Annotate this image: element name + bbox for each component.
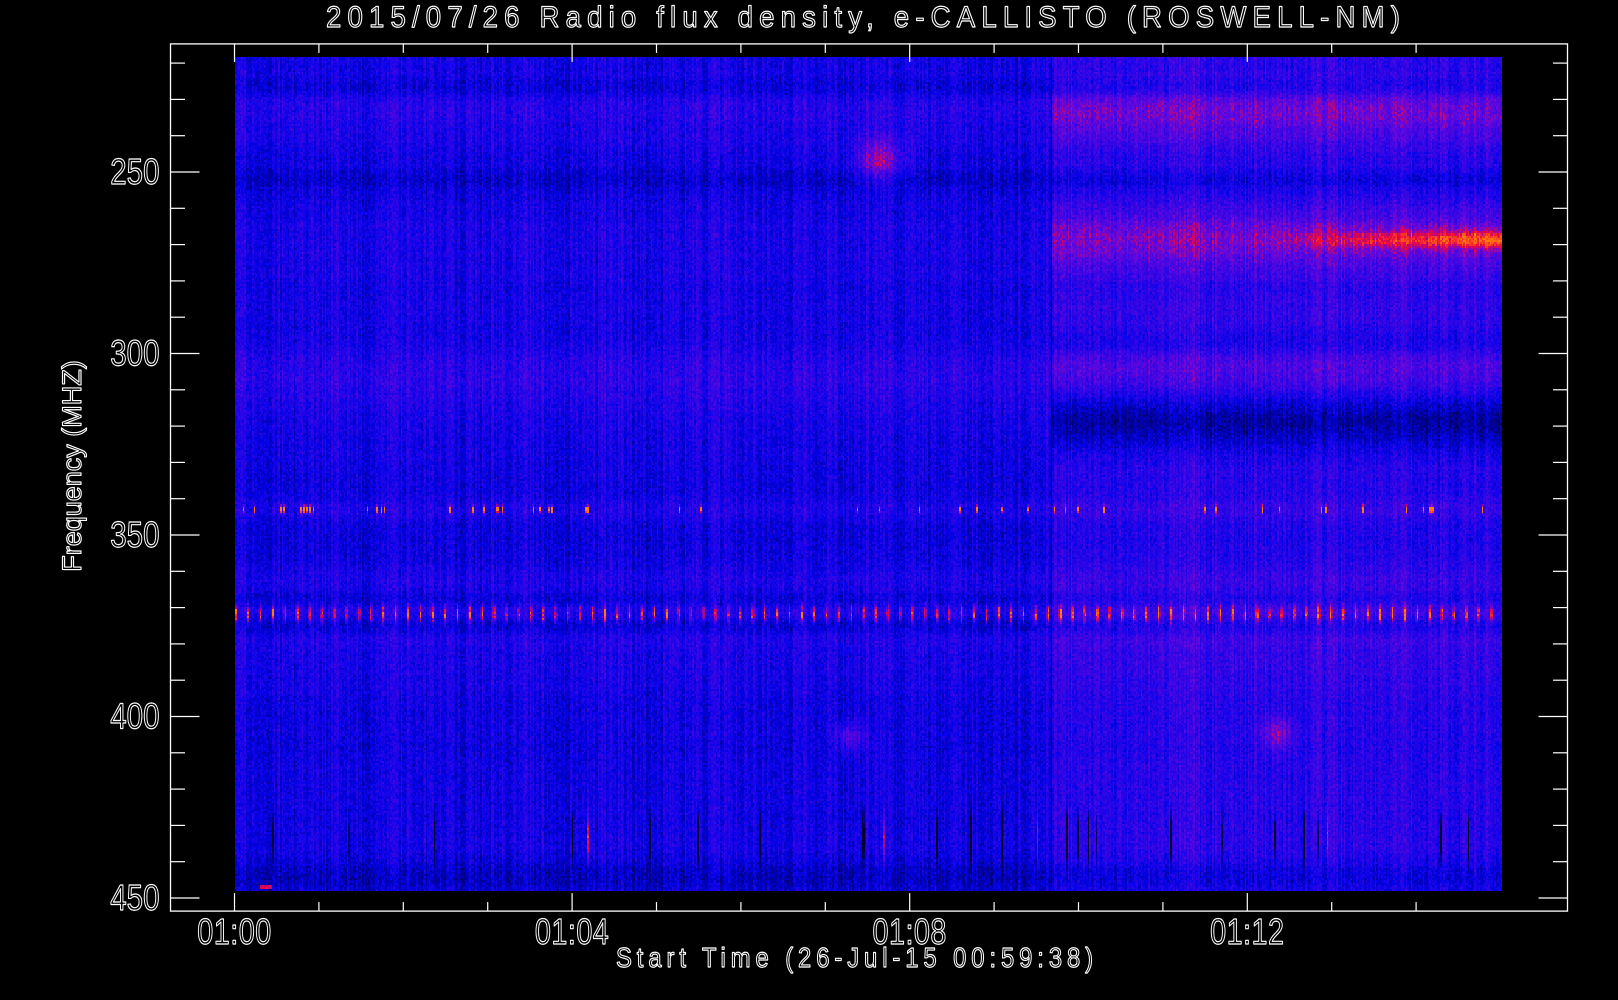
svg-text:01:00: 01:00 xyxy=(197,911,271,952)
svg-text:Start Time (26-Jul-15 00:59:38: Start Time (26-Jul-15 00:59:38) xyxy=(616,941,1098,973)
svg-text:Frequency (MHZ): Frequency (MHZ) xyxy=(57,360,87,572)
svg-text:250: 250 xyxy=(110,151,159,191)
svg-text:300: 300 xyxy=(110,333,159,373)
svg-text:2015/07/26 Radio flux densit: 2015/07/26 Radio flux density, e-CALLIST… xyxy=(326,1,1406,34)
svg-text:01:12: 01:12 xyxy=(1210,911,1284,952)
svg-text:450: 450 xyxy=(110,877,159,917)
svg-text:350: 350 xyxy=(110,514,159,554)
svg-text:400: 400 xyxy=(110,696,159,736)
svg-text:01:04: 01:04 xyxy=(535,911,609,952)
